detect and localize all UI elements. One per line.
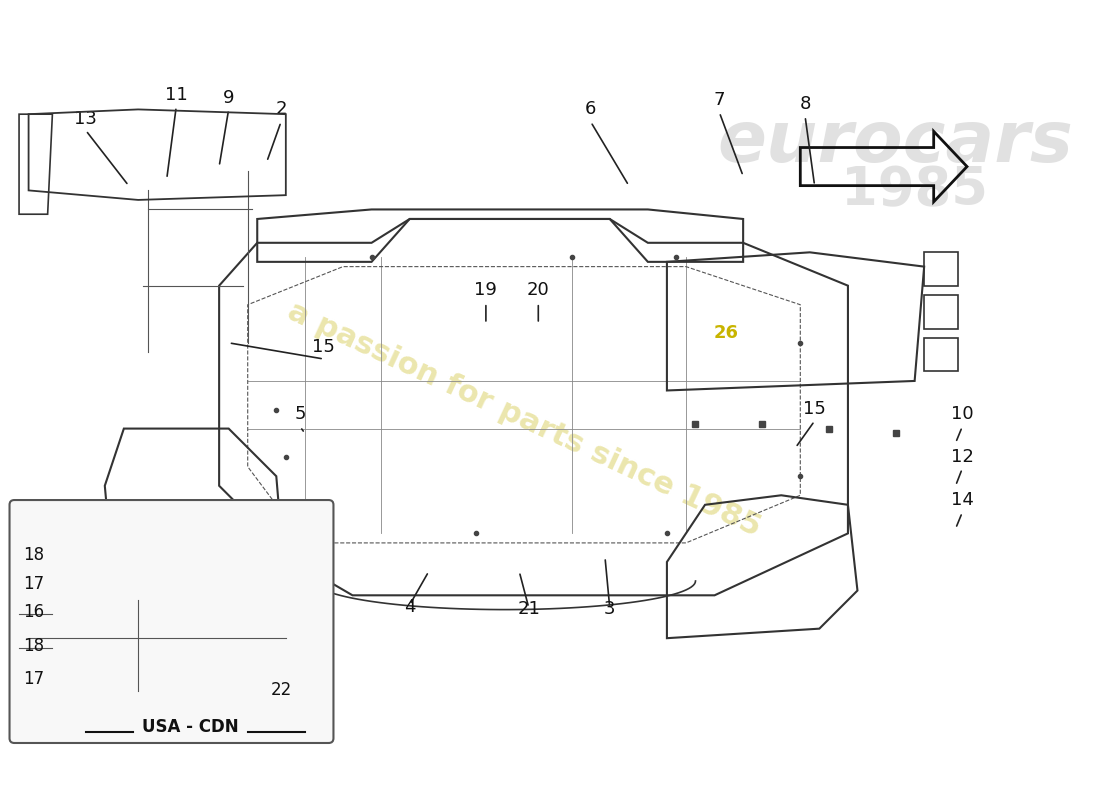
Text: 15: 15 [312,338,336,356]
Text: 7: 7 [714,90,725,109]
Text: 8: 8 [800,95,811,114]
Text: USA - CDN: USA - CDN [142,718,239,735]
Text: 18: 18 [23,546,44,564]
Text: 12: 12 [950,448,974,466]
Text: 20: 20 [527,281,550,299]
Text: 26: 26 [714,324,738,342]
Text: 10: 10 [952,405,974,423]
Text: 6: 6 [585,100,596,118]
Text: 1985: 1985 [842,164,988,216]
Text: 17: 17 [23,574,44,593]
Text: 2: 2 [275,100,287,118]
Text: a passion for parts since 1985: a passion for parts since 1985 [283,296,766,542]
Text: 16: 16 [23,603,44,622]
Text: 15: 15 [803,400,826,418]
Text: 5: 5 [295,405,306,423]
Text: 17: 17 [23,670,44,688]
Text: 13: 13 [75,110,97,128]
Text: 19: 19 [474,281,497,299]
Text: 14: 14 [950,491,974,509]
Text: 21: 21 [517,600,540,618]
Text: 4: 4 [404,598,416,615]
Text: 3: 3 [604,600,616,618]
Text: 18: 18 [23,637,44,654]
Text: 11: 11 [165,86,188,104]
Text: eurocars: eurocars [717,108,1074,178]
FancyBboxPatch shape [10,500,333,743]
Text: 22: 22 [271,682,292,699]
Text: 9: 9 [223,89,234,106]
